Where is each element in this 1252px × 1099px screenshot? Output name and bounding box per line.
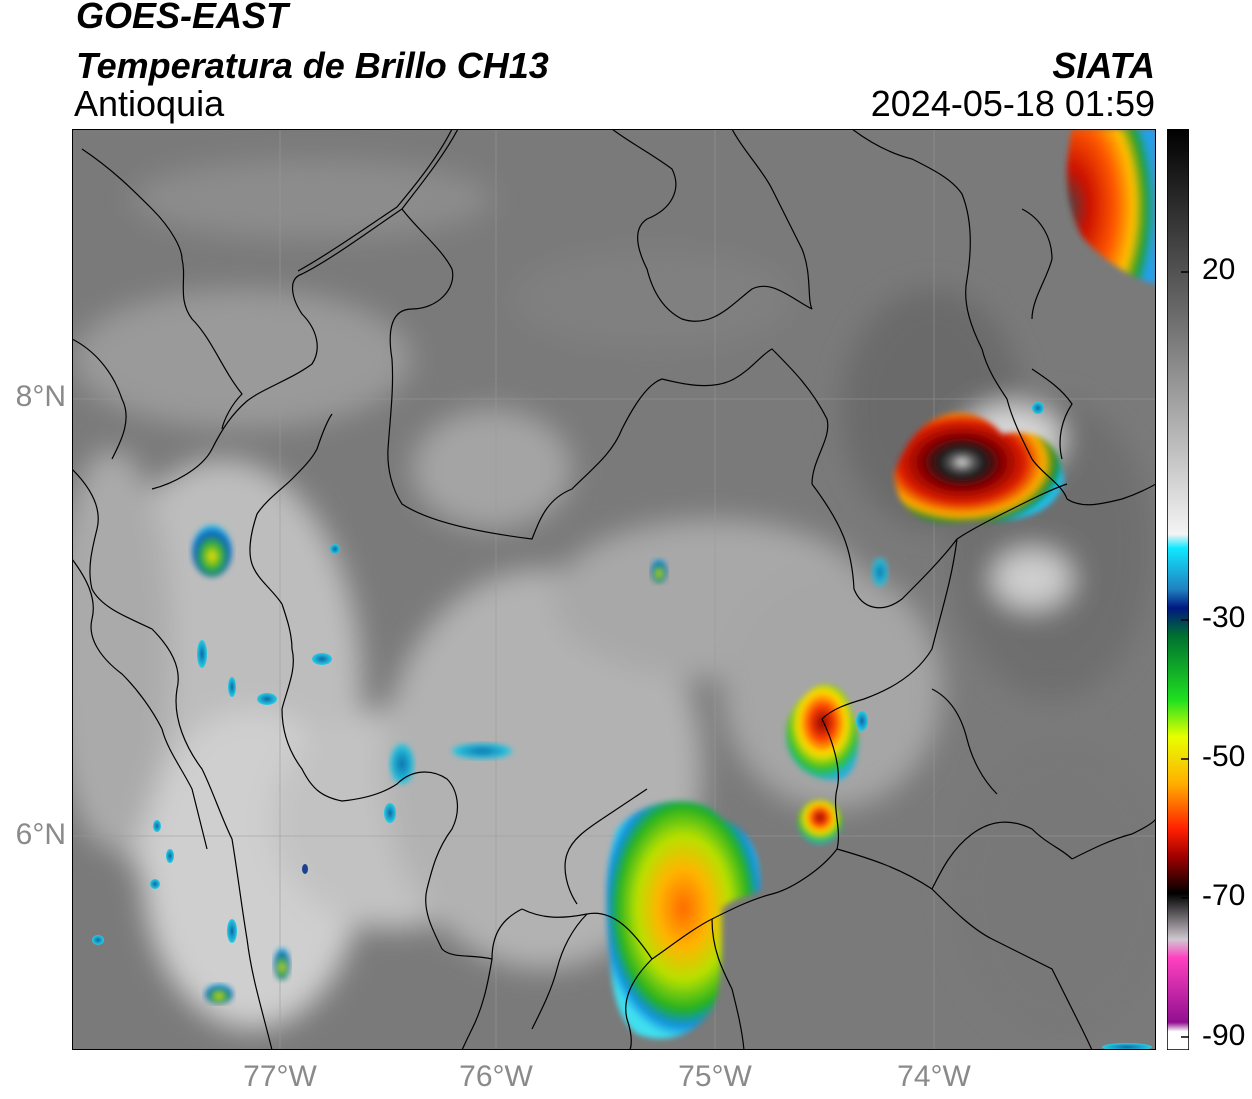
lat-tick-6n: 6°N <box>15 818 66 851</box>
product-title: Temperatura de Brillo CH13 <box>76 45 549 86</box>
region-label: Antioquia <box>74 83 225 124</box>
graticule <box>72 129 1156 1050</box>
lon-tick-75w: 75°W <box>678 1060 752 1093</box>
lat-tick-8n: 8°N <box>15 380 66 413</box>
colorbar-label-20: 20 <box>1202 253 1236 286</box>
satellite-title: GOES-EAST <box>76 0 289 36</box>
organization-label: SIATA <box>1052 45 1155 86</box>
colorbar-label-neg90: -90 <box>1202 1019 1246 1052</box>
temperature-colorbar <box>1167 129 1189 1050</box>
timestamp-label: 2024-05-18 01:59 <box>870 83 1155 124</box>
colorbar-label-neg70: -70 <box>1202 879 1246 912</box>
lon-tick-76w: 76°W <box>459 1060 533 1093</box>
brightness-temperature-map <box>72 129 1156 1050</box>
political-borders <box>72 129 1156 1050</box>
storm-cells <box>92 129 1156 1050</box>
lon-tick-77w: 77°W <box>243 1060 317 1093</box>
colorbar-label-neg30: -30 <box>1202 601 1246 634</box>
colorbar-label-neg50: -50 <box>1202 740 1246 773</box>
lon-tick-74w: 74°W <box>897 1060 971 1093</box>
